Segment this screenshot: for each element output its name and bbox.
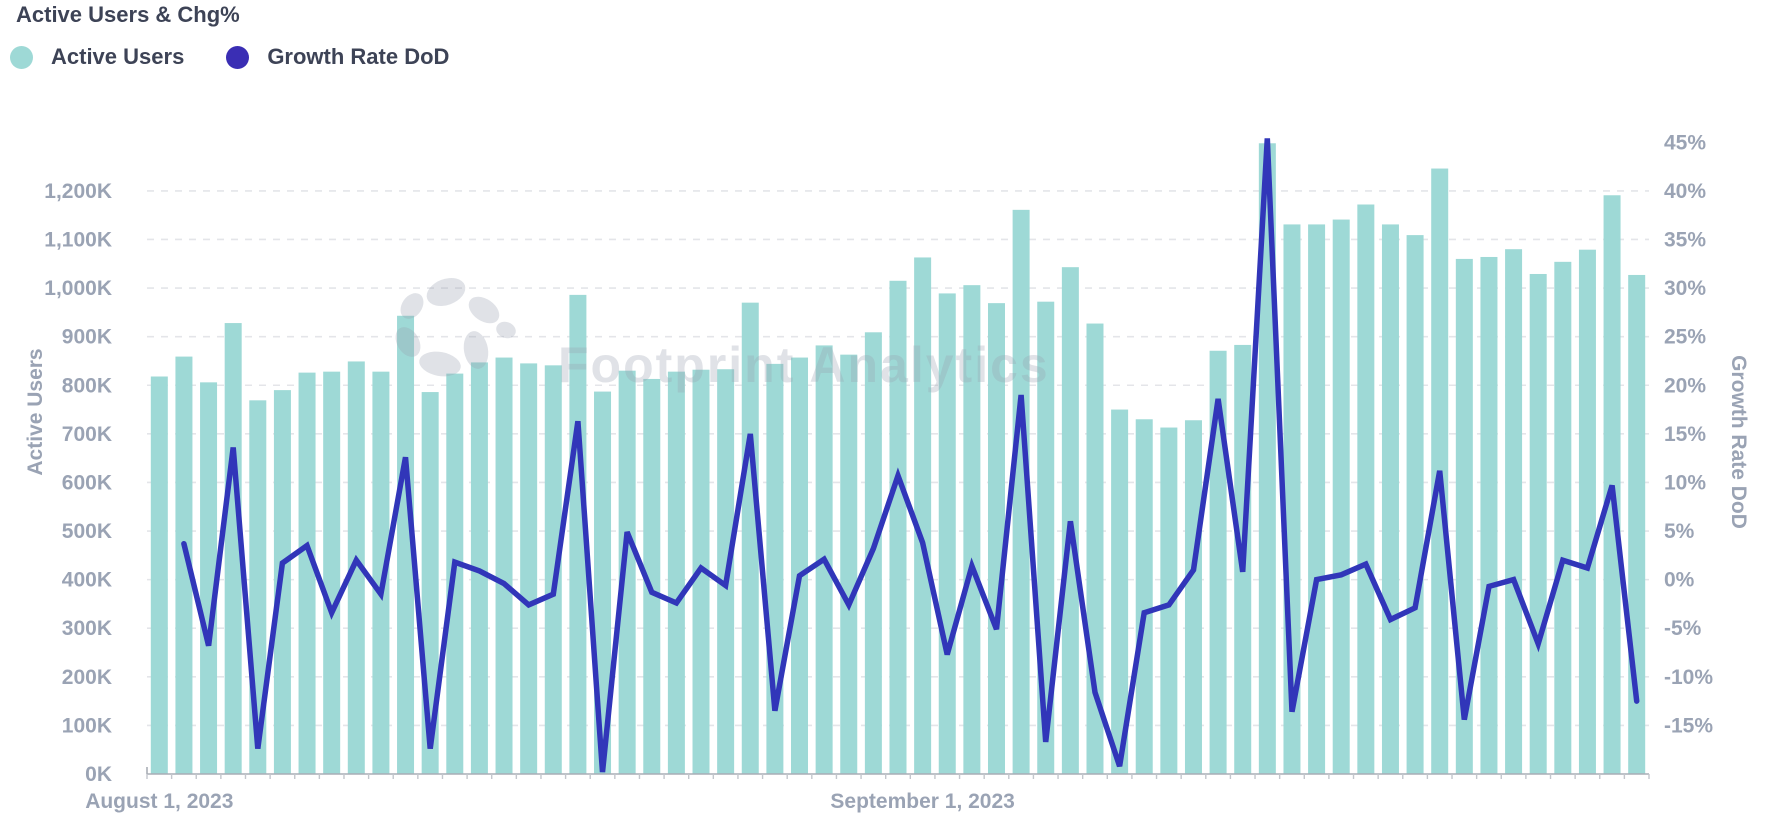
bar-active-users (963, 285, 981, 774)
right-axis-tick-label: 20% (1664, 374, 1706, 397)
bar-active-users (1012, 209, 1030, 775)
flower-logo-icon (496, 321, 516, 339)
bar-active-users (224, 323, 242, 774)
right-axis-tick-label: -5% (1664, 617, 1702, 640)
left-axis-tick-label: 1,100K (44, 228, 112, 251)
bar-active-users (150, 376, 168, 774)
bar-active-users (1209, 350, 1227, 774)
bar-active-users (520, 363, 538, 774)
left-axis-tick-label: 800K (62, 374, 112, 397)
left-axis-tick-label: 0K (85, 763, 112, 786)
bar-active-users (643, 378, 661, 774)
legend-item-label: Active Users (51, 44, 185, 69)
bar-active-users (298, 372, 316, 774)
bar-active-users (1505, 249, 1523, 774)
bar-active-users (1480, 256, 1498, 774)
bar-active-users (397, 315, 415, 774)
bar-active-users (495, 357, 513, 774)
bar-active-users (938, 293, 956, 774)
left-axis-tick-label: 200K (62, 666, 112, 689)
bar-active-users (1184, 420, 1202, 774)
bar-active-users (1381, 224, 1399, 774)
bar-active-users (569, 294, 587, 774)
bar-active-users (1357, 204, 1375, 774)
bar-active-users (840, 354, 858, 774)
bar-active-users (667, 371, 685, 774)
bar-active-users (1406, 235, 1424, 774)
left-axis-tick-label: 700K (62, 423, 112, 446)
bar-active-users (372, 371, 390, 774)
left-axis-tick-label: 1,000K (44, 277, 112, 300)
growth-rate-legend-dot-icon (226, 45, 250, 69)
bar-active-users (1578, 249, 1596, 775)
left-axis-tick-label: 600K (62, 471, 112, 494)
bar-active-users (1455, 258, 1473, 774)
right-axis-tick-label: 45% (1664, 131, 1706, 154)
watermark: Footprint Analytics (395, 277, 1050, 393)
left-axis-tick-label: 900K (62, 326, 112, 349)
flower-logo-icon (426, 277, 466, 307)
flower-logo-icon (419, 351, 461, 377)
bar-active-users (914, 257, 932, 774)
bar-active-users (1332, 219, 1350, 774)
bar-active-users (1135, 419, 1153, 774)
flower-logo-icon (400, 293, 424, 319)
left-axis-tick-label: 500K (62, 520, 112, 543)
chart-title: Active Users & Chg% (16, 2, 240, 27)
active-users-legend-dot-icon (10, 45, 33, 69)
bar-active-users (200, 382, 218, 774)
legend-item-growth-rate[interactable]: Growth Rate DoD (226, 44, 449, 70)
bar-active-users (1529, 273, 1547, 774)
legend-item-label: Growth Rate DoD (267, 44, 450, 69)
right-axis-tick-label: 5% (1664, 520, 1695, 543)
bar-active-users (544, 365, 562, 774)
left-axis-tick-label: 300K (62, 617, 112, 640)
right-axis-tick-label: 0% (1664, 569, 1695, 592)
chart-legend: Active Users Growth Rate DoD (10, 44, 449, 70)
flower-logo-icon (468, 296, 500, 324)
x-axis-date-label: August 1, 2023 (85, 790, 233, 813)
bar-active-users (323, 371, 341, 774)
bar-active-users (791, 357, 809, 774)
bar-active-users (175, 356, 193, 774)
bar-active-users (987, 303, 1005, 774)
bar-active-users (1111, 409, 1129, 774)
flower-logo-icon (463, 331, 489, 369)
bar-active-users (1554, 261, 1572, 774)
left-axis-tick-label: 100K (62, 714, 112, 737)
x-axis-date-label: September 1, 2023 (830, 790, 1014, 813)
bar-active-users (1061, 267, 1079, 774)
right-axis-tick-label: 30% (1664, 277, 1706, 300)
left-axis-tick-label: 400K (62, 569, 112, 592)
bar-active-users (1308, 224, 1326, 774)
bar-active-users (347, 361, 365, 774)
bar-active-users (766, 363, 784, 774)
right-axis-tick-label: 15% (1664, 423, 1706, 446)
left-axis-tick-label: 1,200K (44, 180, 112, 203)
flower-logo-icon (395, 327, 421, 357)
bar-active-users (741, 302, 759, 774)
right-axis-tick-label: 40% (1664, 180, 1706, 203)
right-axis-tick-label: 10% (1664, 471, 1706, 494)
legend-item-active-users[interactable]: Active Users (10, 44, 184, 70)
watermark-text: Footprint Analytics (558, 337, 1050, 393)
right-axis-tick-label: -10% (1664, 666, 1713, 689)
right-axis-tick-label: 35% (1664, 228, 1706, 251)
right-axis-tick-label: -15% (1664, 714, 1713, 737)
growth-rate-line (181, 138, 1640, 773)
right-axis-tick-label: 25% (1664, 326, 1706, 349)
bar-active-users (889, 280, 907, 774)
bar-active-users (1603, 195, 1621, 775)
bar-active-users (618, 370, 636, 774)
